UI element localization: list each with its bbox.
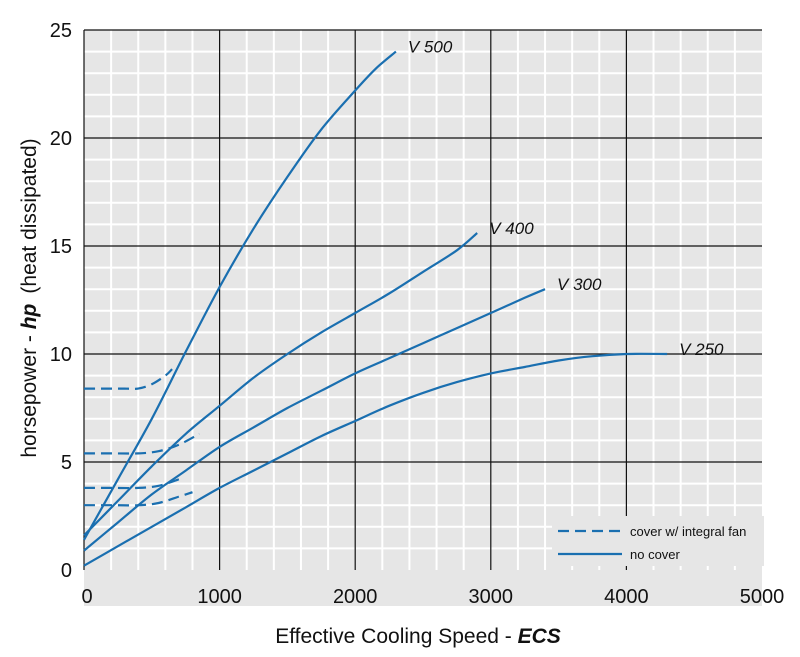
series-line-v-300-cover-w-integral-fan [84, 478, 180, 490]
y-tick-label: 0 [61, 560, 72, 582]
x-tick-label: 4000 [604, 586, 649, 608]
series-line-v-300 [83, 288, 546, 552]
legend-label-cover: cover w/ integral fan [630, 524, 746, 539]
series-line-v-250 [83, 352, 668, 567]
series-label-v-500: V 500 [408, 38, 453, 57]
legend-label-no-cover: no cover [630, 547, 681, 562]
x-axis-title-abbrev: ECS [518, 625, 561, 648]
x-tick-label: 5000 [740, 586, 785, 608]
y-tick-label: 10 [50, 344, 72, 366]
legend: cover w/ integral fan no cover [552, 516, 764, 566]
x-tick-label: 0 [81, 586, 92, 608]
y-tick-labels: 0 5 10 15 20 25 [50, 20, 72, 582]
series-line-v-400-cover-w-integral-fan [84, 432, 200, 455]
y-tick-label: 15 [50, 236, 72, 258]
y-axis-title-main: horsepower - [18, 329, 41, 457]
legend-background [552, 516, 764, 566]
series-label-v-400: V 400 [489, 219, 534, 238]
x-tick-label: 3000 [469, 586, 514, 608]
series-label-v-250: V 250 [679, 340, 724, 359]
series-labels: V 500 V 400 V 300 V 250 [408, 38, 724, 359]
y-tick-label: 20 [50, 128, 72, 150]
x-tick-labels: 0 1000 2000 3000 4000 5000 [81, 586, 784, 608]
x-axis-title-main: Effective Cooling Speed [275, 625, 499, 648]
x-axis-title: Effective Cooling Speed - ECS [275, 625, 561, 648]
minor-grid [84, 30, 762, 570]
y-axis-title: horsepower - hp (heat dissipated) [18, 138, 41, 457]
x-tick-label: 2000 [333, 586, 378, 608]
x-axis-title-sep: - [499, 625, 518, 648]
series-line-v-250-cover-w-integral-fan [84, 491, 193, 507]
y-tick-label: 5 [61, 452, 72, 474]
major-grid [83, 29, 762, 570]
y-tick-label: 25 [50, 20, 72, 42]
series-line-v-500 [83, 50, 397, 541]
x-tick-label: 1000 [197, 586, 242, 608]
series-line-v-400 [83, 232, 478, 537]
series-layer [83, 50, 668, 567]
plot-background [84, 30, 762, 606]
y-axis-title-unit: hp [18, 303, 41, 329]
series-label-v-300: V 300 [557, 275, 602, 294]
y-axis-title-suffix: (heat dissipated) [18, 138, 41, 293]
